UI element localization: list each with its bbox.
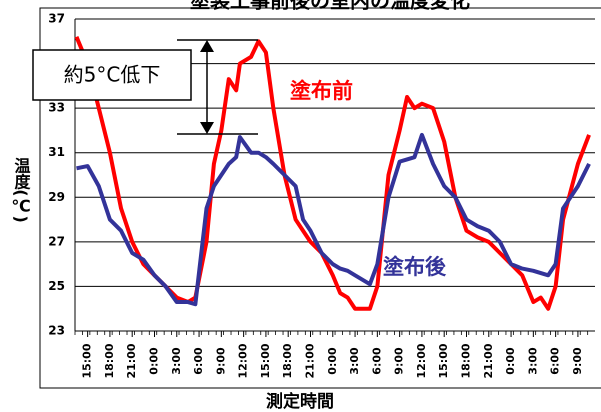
y-tick-label: 33 xyxy=(48,101,65,115)
x-tick-label: 6:00 xyxy=(370,347,383,375)
x-tick-label: 12:00 xyxy=(237,343,250,378)
y-tick-label: 23 xyxy=(48,324,65,338)
x-tick-label: 18:00 xyxy=(281,343,294,378)
x-tick-label: 18:00 xyxy=(459,343,472,378)
x-tick-label: 9:00 xyxy=(214,347,227,375)
x-tick-label: 6:00 xyxy=(192,347,205,375)
x-tick-label: 3:00 xyxy=(348,347,361,375)
annotation-box xyxy=(32,49,192,101)
y-tick-label: 29 xyxy=(48,190,65,204)
y-tick-label: 25 xyxy=(48,279,65,293)
x-axis-label: 測定時間 xyxy=(266,391,334,412)
y-tick-label: 31 xyxy=(48,145,65,159)
x-tick-label: 0:00 xyxy=(326,347,339,375)
arrow-head xyxy=(200,122,214,134)
x-tick-label: 9:00 xyxy=(393,347,406,375)
arrow-head xyxy=(200,40,214,52)
y-tick-label: 37 xyxy=(48,12,65,26)
y-axis-label: 温度(℃) xyxy=(11,157,31,223)
x-tick-label: 6:00 xyxy=(549,347,562,375)
x-tick-label: 3:00 xyxy=(526,347,539,375)
x-tick-label: 15:00 xyxy=(81,343,94,378)
y-tick-label: 27 xyxy=(48,234,65,248)
x-tick-label: 21:00 xyxy=(125,343,138,378)
x-tick-label: 9:00 xyxy=(571,347,584,375)
x-tick-label: 15:00 xyxy=(259,343,272,378)
x-tick-label: 0:00 xyxy=(147,347,160,375)
x-tick-label: 0:00 xyxy=(504,347,517,375)
series-label: 塗布前 xyxy=(290,79,353,103)
x-tick-label: 12:00 xyxy=(415,343,428,378)
x-tick-label: 18:00 xyxy=(103,343,116,378)
x-tick-label: 3:00 xyxy=(170,347,183,375)
annotation-text: 約5°C低下 xyxy=(64,63,161,87)
line-series xyxy=(76,132,591,307)
series-label: 塗布後 xyxy=(383,255,447,279)
chart-title: 塗装工事前後の室内の温度変化 xyxy=(190,0,470,13)
chart-frame xyxy=(39,7,601,389)
line-series xyxy=(74,36,591,311)
x-tick-label: 21:00 xyxy=(303,343,316,378)
x-tick-label: 21:00 xyxy=(482,343,495,378)
x-tick-label: 15:00 xyxy=(437,343,450,378)
